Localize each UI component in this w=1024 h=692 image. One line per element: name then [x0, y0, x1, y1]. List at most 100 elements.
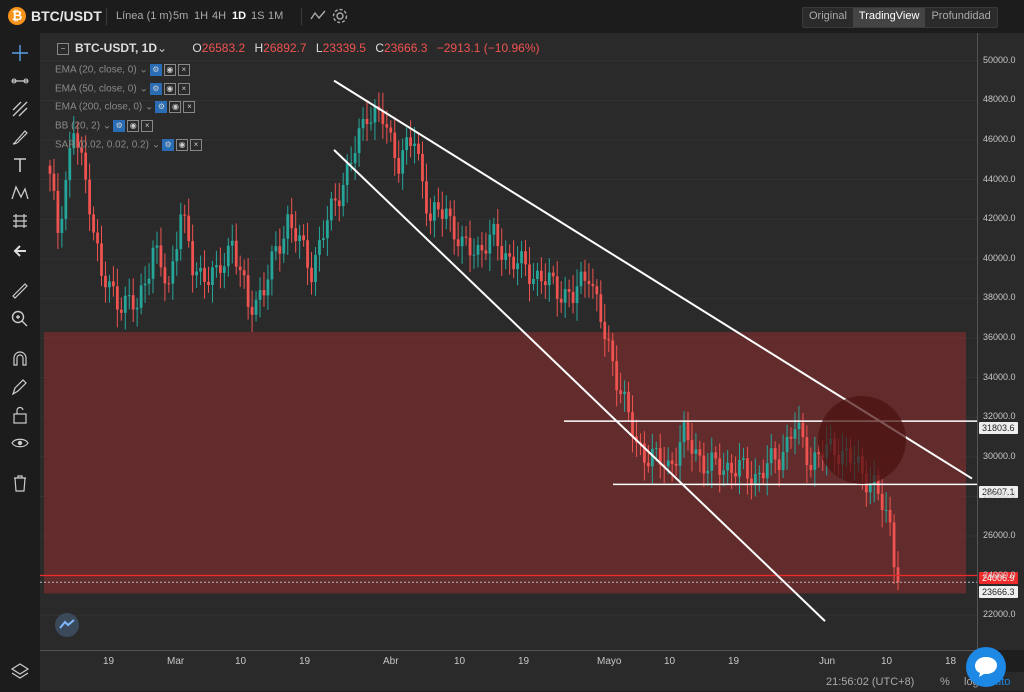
candle-body	[746, 458, 749, 479]
timeframe-4h[interactable]: 4H	[212, 10, 227, 22]
eye-icon[interactable]	[10, 433, 30, 453]
close-value: 23666.3	[384, 41, 428, 55]
candle-body	[710, 452, 714, 471]
close-icon[interactable]: ×	[177, 83, 190, 95]
candle-body	[425, 181, 428, 214]
chevron-down-icon[interactable]: ⌄	[157, 41, 168, 55]
view-depth-button[interactable]: Profundidad	[931, 10, 991, 22]
pencil-lock-icon[interactable]	[10, 377, 30, 397]
eye-icon[interactable]: ◉	[163, 64, 176, 76]
indicator-ema20[interactable]: EMA (20, close, 0) ⌄ ⚙ ◉ ×	[55, 64, 190, 76]
candle-body	[627, 391, 630, 413]
candle-body	[448, 208, 452, 217]
tradingview-logo-icon[interactable]	[55, 613, 79, 637]
price-tick-label: 44000.0	[983, 173, 1016, 184]
eye-icon[interactable]: ◉	[169, 101, 182, 113]
candle-body	[349, 163, 353, 165]
settings-icon[interactable]: ⚙	[113, 120, 126, 132]
candle-body	[92, 214, 95, 233]
settings-icon[interactable]: ⚙	[162, 139, 175, 151]
magnet-icon[interactable]	[10, 349, 30, 369]
clock-text: 21:56:02 (UTC+8)	[826, 676, 915, 688]
candle-body	[286, 214, 290, 239]
price-tick-label: 40000.0	[983, 252, 1016, 263]
candle-body	[171, 261, 175, 284]
timeframe-5m[interactable]: 5m	[173, 10, 189, 22]
candle-body	[262, 290, 266, 296]
collapse-icon[interactable]: −	[57, 42, 69, 55]
candle-body	[417, 143, 420, 154]
timeframe-1s[interactable]: 1S	[251, 10, 265, 22]
candle-body	[215, 265, 218, 268]
candle-body	[429, 213, 432, 221]
settings-gear-icon[interactable]	[331, 7, 349, 25]
candle-body	[440, 209, 444, 219]
settings-icon[interactable]: ⚙	[149, 83, 162, 95]
settings-icon[interactable]: ⚙	[155, 101, 168, 113]
candle-body	[52, 173, 56, 191]
candle-body	[682, 422, 686, 443]
price-tick-label: 26000.0	[983, 530, 1016, 540]
candlestick-chart[interactable]	[40, 33, 977, 650]
candle-body	[436, 202, 440, 210]
candle-body	[143, 283, 147, 286]
percent-toggle[interactable]: %	[940, 676, 950, 688]
indicator-bb[interactable]: BB (20, 2) ⌄ ⚙ ◉ ×	[55, 120, 154, 132]
zoom-icon[interactable]	[10, 309, 30, 329]
indicator-sar[interactable]: SAR (0.02, 0.02, 0.2) ⌄ ⚙ ◉ ×	[55, 139, 203, 151]
candle-body	[80, 147, 84, 153]
timeframe-1h[interactable]: 1H	[194, 10, 209, 22]
close-icon[interactable]: ×	[177, 64, 190, 76]
time-tick-label: Mayo	[597, 656, 622, 667]
text-tool-icon[interactable]	[10, 155, 30, 175]
candle-body	[757, 472, 761, 475]
price-axis[interactable]: 31803.6 28607.1 24006.9 23666.3 22000.0 2…	[977, 33, 1024, 650]
timeframe-1d[interactable]: 1D	[232, 10, 247, 22]
timeframe-1m[interactable]: 1M	[268, 10, 284, 22]
fibonacci-icon[interactable]	[10, 99, 30, 119]
time-tick-label: 19	[728, 656, 740, 667]
close-icon[interactable]: ×	[141, 120, 154, 132]
indicator-ema200[interactable]: EMA (200, close, 0) ⌄ ⚙ ◉ ×	[55, 101, 196, 113]
pair-title[interactable]: BTC/USDT	[31, 8, 102, 24]
chat-support-button[interactable]	[966, 647, 1006, 687]
close-icon[interactable]: ×	[183, 101, 196, 113]
chart-type-button[interactable]: Línea (1 m)	[116, 10, 173, 22]
time-tick-label: Abr	[383, 656, 399, 667]
eye-icon[interactable]: ◉	[163, 83, 176, 95]
indicator-ema50[interactable]: EMA (50, close, 0) ⌄ ⚙ ◉ ×	[55, 83, 190, 95]
indicators-icon[interactable]	[309, 7, 327, 25]
trash-icon[interactable]	[10, 473, 30, 493]
eye-icon[interactable]: ◉	[176, 139, 189, 151]
view-original-button[interactable]: Original	[809, 10, 847, 22]
crosshair-icon[interactable]	[10, 43, 30, 63]
prediction-icon[interactable]	[10, 211, 30, 231]
high-label: H	[254, 41, 264, 55]
candle-body	[761, 472, 765, 479]
close-icon[interactable]: ×	[190, 139, 203, 151]
candle-body	[563, 288, 567, 303]
chat-bubble-icon	[975, 657, 997, 677]
view-tradingview-button[interactable]: TradingView	[852, 8, 926, 27]
candle-body	[179, 214, 183, 250]
candle-body	[393, 132, 397, 159]
price-tick-label: 46000.0	[983, 134, 1016, 144]
unlock-icon[interactable]	[10, 405, 30, 425]
arrow-left-icon[interactable]	[10, 241, 30, 261]
pattern-icon[interactable]	[10, 183, 30, 203]
chart-area[interactable]	[40, 33, 977, 650]
time-axis[interactable]: 19 Mar 10 19 Abr 10 19 Mayo 10 19 Jun 10 18	[40, 650, 977, 673]
candle-body	[579, 271, 583, 287]
candle-body	[734, 472, 737, 477]
trend-line-icon[interactable]	[10, 71, 30, 91]
candle-body	[884, 509, 888, 511]
layers-icon[interactable]	[10, 661, 30, 681]
candle-body	[88, 179, 91, 215]
candle-body	[139, 285, 143, 308]
eye-icon[interactable]: ◉	[127, 120, 140, 132]
ruler-icon[interactable]	[10, 281, 30, 301]
price-tick-label: 30000.0	[983, 450, 1016, 461]
brush-icon[interactable]	[10, 127, 30, 147]
settings-icon[interactable]: ⚙	[149, 64, 162, 76]
candle-body	[337, 200, 341, 207]
